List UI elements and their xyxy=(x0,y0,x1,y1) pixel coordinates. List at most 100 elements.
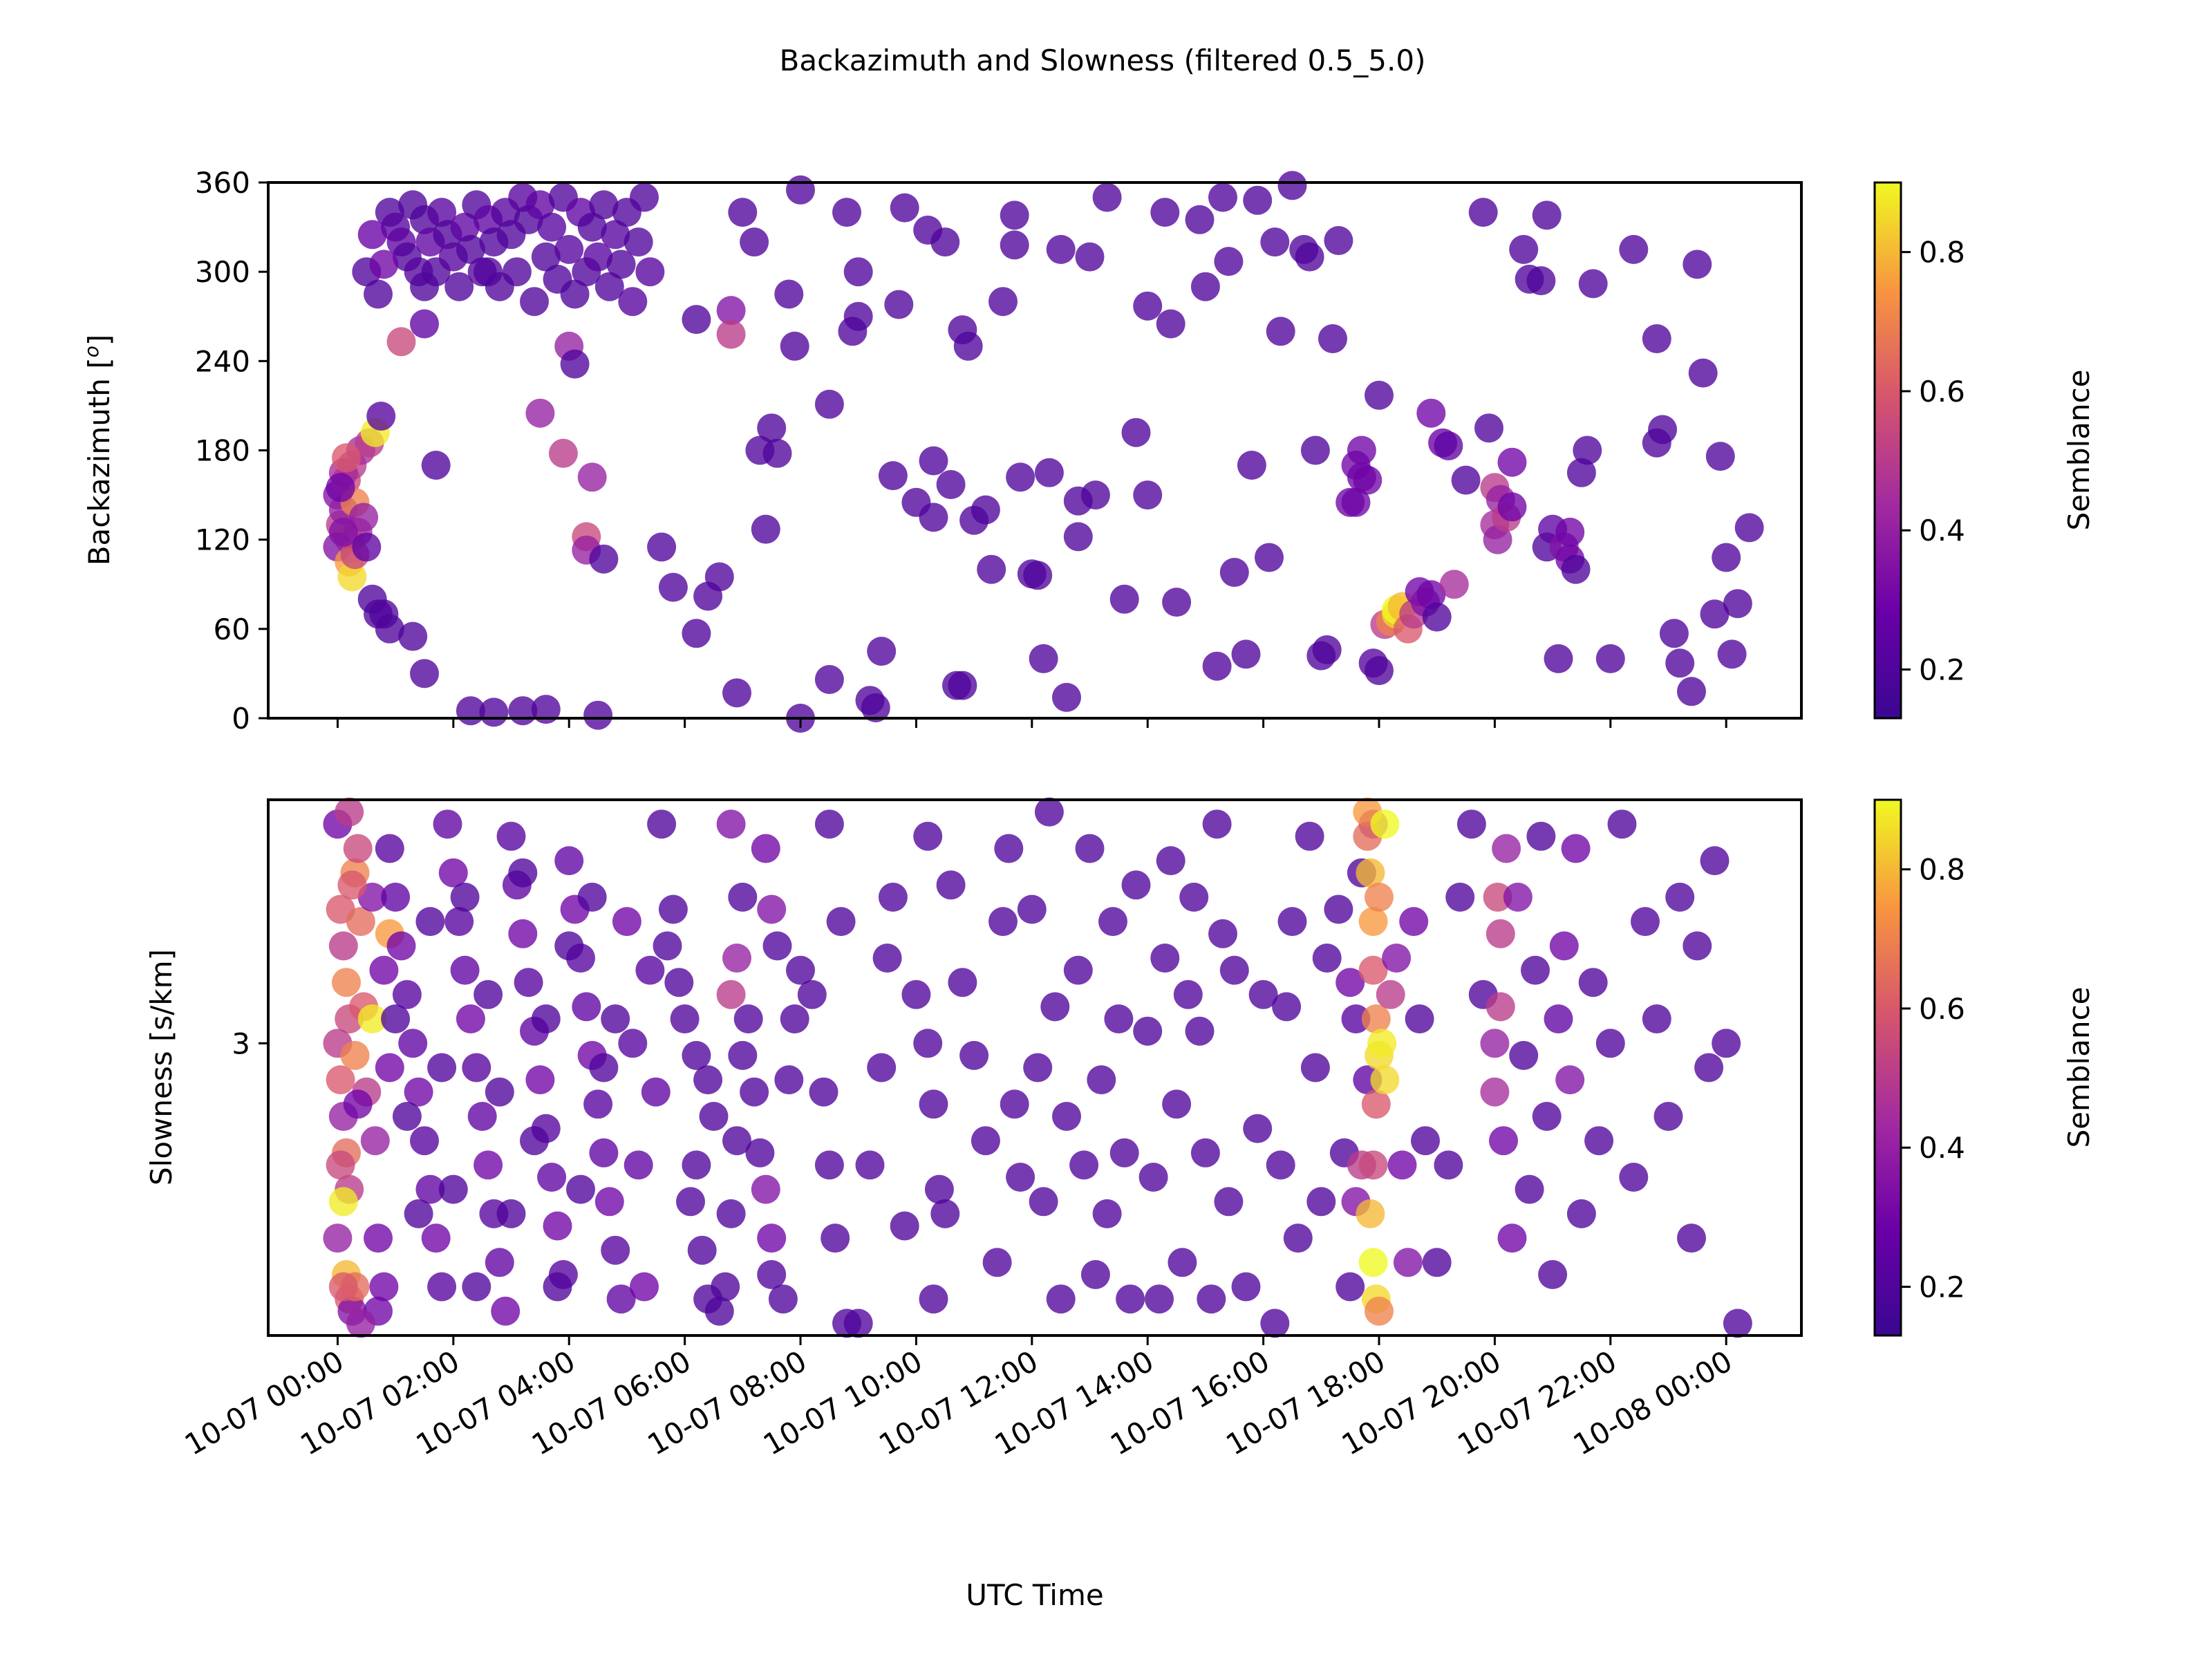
data-point xyxy=(520,287,549,317)
data-point xyxy=(1561,834,1591,863)
data-point xyxy=(433,809,462,839)
data-point xyxy=(467,1102,497,1131)
data-point xyxy=(1173,980,1203,1009)
data-point xyxy=(682,1040,711,1070)
data-point xyxy=(525,1065,555,1095)
data-point xyxy=(843,257,873,287)
data-point xyxy=(589,190,619,220)
data-point xyxy=(1566,1199,1596,1228)
data-point xyxy=(687,1235,717,1265)
data-point xyxy=(1483,882,1512,912)
data-point xyxy=(1006,462,1035,492)
data-point xyxy=(594,272,624,301)
data-point xyxy=(1578,968,1608,997)
slowness-y-label: Slowness [s/km] xyxy=(144,949,178,1185)
data-point xyxy=(438,1174,468,1204)
data-point xyxy=(1509,1040,1539,1070)
data-point xyxy=(751,514,780,544)
y-tick-label: 180 xyxy=(195,434,250,468)
data-point xyxy=(1000,1089,1029,1119)
data-point xyxy=(924,1174,954,1204)
data-point xyxy=(1116,1284,1145,1314)
data-point xyxy=(930,1199,960,1228)
data-point xyxy=(1387,1150,1417,1180)
data-point xyxy=(474,257,503,287)
data-point xyxy=(1150,944,1180,973)
data-point xyxy=(774,1065,804,1095)
data-point xyxy=(410,1126,439,1156)
data-point xyxy=(728,198,758,227)
data-point xyxy=(1358,1248,1388,1277)
data-point xyxy=(1075,834,1105,863)
data-point xyxy=(1000,200,1029,230)
data-point xyxy=(1214,247,1244,276)
data-point xyxy=(1521,955,1550,985)
data-point xyxy=(583,242,613,272)
data-point xyxy=(1468,198,1498,227)
data-point xyxy=(1642,324,1671,353)
data-point xyxy=(1723,1309,1752,1338)
data-point xyxy=(360,1126,390,1156)
data-point xyxy=(797,980,827,1009)
data-point xyxy=(589,1138,619,1168)
data-point xyxy=(364,279,393,309)
data-point xyxy=(919,503,948,532)
data-point xyxy=(762,438,792,468)
data-point xyxy=(1017,894,1047,924)
backazimuth-points xyxy=(323,171,1764,733)
data-point xyxy=(450,212,480,242)
data-point xyxy=(919,446,948,476)
data-point xyxy=(421,1224,451,1253)
data-point xyxy=(537,1163,567,1192)
data-point xyxy=(814,809,844,839)
data-point xyxy=(1133,480,1163,510)
data-point xyxy=(427,1053,457,1082)
data-point xyxy=(1367,1029,1397,1058)
data-point xyxy=(554,846,584,876)
data-point xyxy=(1555,517,1585,547)
data-point xyxy=(531,1004,561,1033)
data-point xyxy=(1277,907,1307,937)
data-point xyxy=(1356,1199,1385,1228)
data-point xyxy=(594,1187,624,1217)
data-point xyxy=(328,1187,358,1217)
data-point xyxy=(716,296,746,326)
data-point xyxy=(1000,230,1029,260)
data-point xyxy=(1439,570,1469,599)
data-point xyxy=(410,272,439,301)
data-point xyxy=(357,220,387,250)
y-tick-label: 240 xyxy=(195,344,250,378)
data-point xyxy=(635,955,665,985)
data-point xyxy=(572,992,601,1022)
data-point xyxy=(751,834,780,863)
data-point xyxy=(1046,234,1076,264)
data-point xyxy=(971,495,1000,525)
data-point xyxy=(1219,558,1249,587)
data-point xyxy=(1705,442,1735,471)
data-point xyxy=(1121,870,1151,900)
colorbar-tick-label: 0.6 xyxy=(1919,375,1965,409)
data-point xyxy=(977,554,1006,584)
data-point xyxy=(462,1272,491,1302)
slowness-colorbar: 0.2 0.4 0.6 0.8 Semblance xyxy=(1873,798,2096,1337)
data-point xyxy=(1677,1224,1706,1253)
data-point xyxy=(410,659,439,688)
data-point xyxy=(1526,266,1556,296)
data-point xyxy=(1231,1272,1261,1302)
data-point xyxy=(716,319,746,349)
data-point xyxy=(1034,458,1064,487)
data-point xyxy=(653,931,682,961)
data-point xyxy=(1266,1150,1295,1180)
data-point xyxy=(647,809,677,839)
data-point xyxy=(878,882,908,912)
data-point xyxy=(1631,907,1660,937)
data-point xyxy=(1006,1163,1035,1192)
backazimuth-y-label-prefix: Backazimuth [ xyxy=(82,357,116,565)
data-point xyxy=(953,331,983,361)
data-point xyxy=(1503,882,1533,912)
data-point xyxy=(1356,858,1385,888)
data-point xyxy=(618,1029,648,1058)
data-point xyxy=(1358,955,1388,985)
data-point xyxy=(381,882,411,912)
data-point xyxy=(693,1065,723,1095)
